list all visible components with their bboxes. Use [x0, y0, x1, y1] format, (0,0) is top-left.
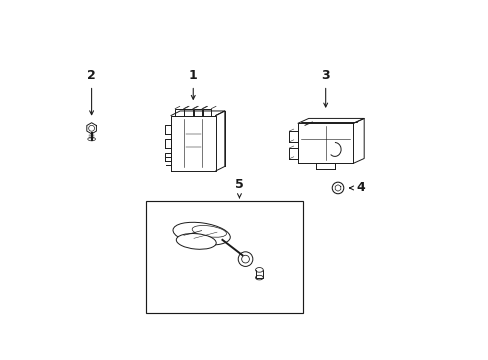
Text: 5: 5 — [235, 178, 244, 191]
Ellipse shape — [255, 275, 263, 280]
Ellipse shape — [255, 267, 263, 272]
Text: 3: 3 — [321, 69, 329, 82]
Ellipse shape — [173, 222, 230, 245]
Polygon shape — [334, 185, 340, 191]
Ellipse shape — [176, 234, 216, 249]
Circle shape — [238, 252, 252, 266]
Text: 1: 1 — [188, 69, 197, 82]
Bar — [145, 201, 303, 313]
Polygon shape — [87, 123, 96, 134]
Text: 2: 2 — [87, 69, 96, 82]
Text: 4: 4 — [356, 181, 365, 194]
Circle shape — [331, 182, 343, 194]
